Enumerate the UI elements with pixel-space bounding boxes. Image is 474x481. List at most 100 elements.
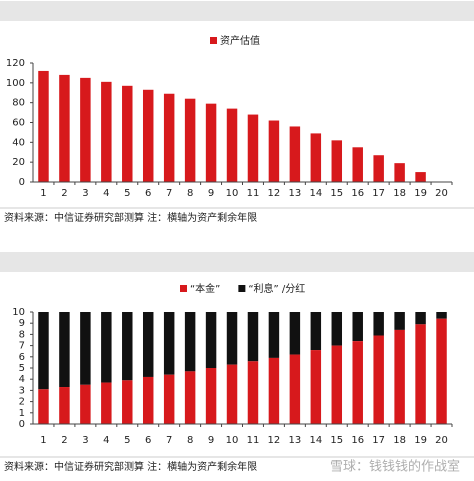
bar-segment bbox=[184, 312, 196, 372]
y-tick-label: 3 bbox=[19, 385, 25, 396]
x-tick-label: 11 bbox=[247, 435, 260, 446]
bar bbox=[184, 98, 196, 182]
y-tick-label: 10 bbox=[12, 307, 25, 318]
y-tick-label: 2 bbox=[19, 397, 25, 408]
bar bbox=[289, 126, 301, 182]
bar-segment bbox=[352, 312, 363, 342]
y-tick-label: 7 bbox=[19, 341, 25, 352]
legend-label: “本金” bbox=[190, 282, 220, 295]
bar bbox=[415, 172, 426, 182]
x-tick-label: 10 bbox=[226, 435, 239, 446]
bar-segment bbox=[226, 312, 238, 365]
bar bbox=[331, 140, 343, 182]
bar-segment bbox=[205, 368, 217, 424]
x-tick-label: 3 bbox=[82, 435, 88, 446]
bar bbox=[142, 89, 154, 182]
bar-segment bbox=[394, 312, 405, 330]
legend-swatch bbox=[210, 37, 217, 44]
bar bbox=[373, 155, 384, 182]
x-tick-label: 4 bbox=[103, 188, 109, 199]
x-tick-label: 7 bbox=[166, 188, 172, 199]
x-tick-label: 13 bbox=[289, 188, 302, 199]
y-tick-label: 9 bbox=[19, 318, 25, 329]
bar-segment bbox=[122, 312, 133, 381]
x-tick-label: 2 bbox=[61, 188, 67, 199]
x-tick-label: 15 bbox=[330, 435, 343, 446]
legend-swatch bbox=[180, 285, 187, 292]
x-tick-label: 20 bbox=[435, 188, 448, 199]
x-tick-label: 19 bbox=[414, 188, 427, 199]
y-tick-label: 5 bbox=[19, 363, 25, 374]
x-tick-label: 8 bbox=[187, 435, 193, 446]
x-tick-label: 7 bbox=[166, 435, 172, 446]
bar-segment bbox=[247, 361, 259, 424]
bar bbox=[310, 133, 322, 182]
x-tick-label: 5 bbox=[124, 435, 130, 446]
bar-segment bbox=[373, 335, 384, 424]
x-tick-label: 10 bbox=[226, 188, 239, 199]
y-tick-label: 80 bbox=[12, 98, 25, 109]
x-tick-label: 6 bbox=[145, 435, 151, 446]
x-tick-label: 2 bbox=[61, 435, 67, 446]
y-tick-label: 40 bbox=[12, 137, 25, 148]
x-tick-label: 13 bbox=[289, 435, 302, 446]
watermark: 雪球：钱钱钱的作战室 bbox=[330, 459, 460, 475]
y-tick-label: 0 bbox=[19, 419, 25, 430]
bar-segment bbox=[415, 324, 426, 424]
bar-segment bbox=[331, 345, 343, 424]
bar-segment bbox=[163, 312, 175, 375]
bar-segment bbox=[436, 318, 447, 424]
bar-segment bbox=[373, 312, 384, 336]
x-tick-label: 19 bbox=[414, 435, 427, 446]
title-bg bbox=[0, 1, 474, 21]
bar-segment bbox=[226, 364, 238, 424]
bar-segment bbox=[394, 329, 405, 424]
bar-segment bbox=[101, 382, 112, 424]
legend-swatch bbox=[238, 285, 246, 292]
x-tick-label: 6 bbox=[145, 188, 151, 199]
x-tick-label: 11 bbox=[247, 188, 260, 199]
bar-segment bbox=[415, 312, 426, 325]
bar-segment bbox=[352, 341, 363, 424]
bar bbox=[247, 114, 259, 182]
x-tick-label: 8 bbox=[187, 188, 193, 199]
bar bbox=[101, 81, 112, 182]
bar-segment bbox=[59, 387, 70, 424]
x-tick-label: 12 bbox=[268, 435, 281, 446]
x-tick-label: 4 bbox=[103, 435, 109, 446]
bar-segment bbox=[268, 312, 280, 358]
bar bbox=[352, 147, 363, 182]
x-tick-label: 17 bbox=[372, 188, 385, 199]
bar-segment bbox=[436, 312, 447, 319]
x-tick-label: 15 bbox=[330, 188, 343, 199]
y-tick-label: 120 bbox=[6, 58, 25, 69]
bar-segment bbox=[247, 312, 259, 362]
bar-segment bbox=[310, 312, 322, 351]
y-tick-label: 1 bbox=[19, 408, 25, 419]
x-tick-label: 18 bbox=[393, 435, 406, 446]
x-tick-label: 3 bbox=[82, 188, 88, 199]
bar bbox=[268, 120, 280, 182]
x-tick-label: 14 bbox=[309, 435, 322, 446]
bar-segment bbox=[101, 312, 112, 383]
bar bbox=[80, 77, 91, 182]
bar bbox=[205, 103, 217, 182]
bar-segment bbox=[142, 376, 154, 424]
x-tick-label: 1 bbox=[40, 435, 46, 446]
x-tick-label: 9 bbox=[208, 188, 214, 199]
bar bbox=[59, 74, 70, 182]
y-tick-label: 20 bbox=[12, 157, 25, 168]
y-tick-label: 4 bbox=[19, 374, 25, 385]
x-tick-label: 5 bbox=[124, 188, 130, 199]
bar-segment bbox=[80, 384, 91, 424]
bar bbox=[38, 70, 49, 182]
bar bbox=[394, 163, 405, 182]
bar bbox=[163, 93, 175, 182]
x-tick-label: 17 bbox=[372, 435, 385, 446]
bar-segment bbox=[310, 350, 322, 424]
bar-segment bbox=[331, 312, 343, 346]
x-tick-label: 12 bbox=[268, 188, 281, 199]
bar-segment bbox=[142, 312, 154, 377]
note: 资料来源：中信证券研究部测算 注：横轴为资产剩余年限 bbox=[4, 211, 257, 224]
